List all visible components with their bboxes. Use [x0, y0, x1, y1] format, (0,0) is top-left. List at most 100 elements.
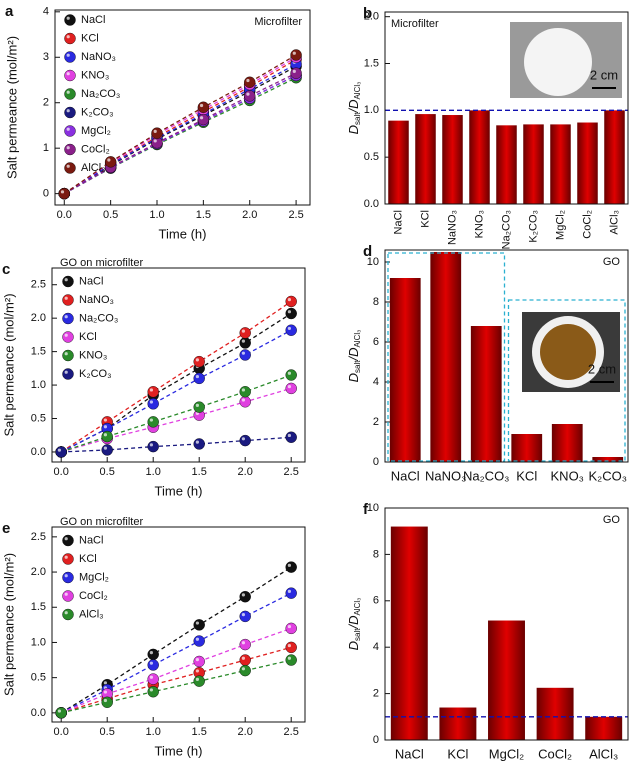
point-highlight: [64, 333, 68, 337]
y-tick-label: 3: [43, 51, 49, 63]
y-tick-label: 1.5: [31, 601, 46, 613]
x-tick-label: KCl: [419, 210, 431, 228]
y-axis-label-sub: salt: [353, 628, 362, 641]
point-highlight: [153, 139, 157, 143]
y-tick-label: 1.5: [364, 57, 379, 69]
point-highlight: [149, 400, 153, 404]
legend-label: Na₂CO₃: [79, 312, 118, 324]
data-point: [239, 434, 251, 447]
plot-frame: [384, 249, 629, 463]
y-tick-label: 0: [373, 456, 379, 468]
point-highlight: [64, 555, 68, 559]
data-point: [285, 307, 297, 320]
group-box: [507, 299, 626, 462]
legend-marker: [64, 14, 76, 26]
data-point: [197, 113, 210, 126]
x-tick-label: KNO₃: [551, 468, 584, 483]
y-tick-label: 2.0: [31, 312, 46, 324]
bar: [523, 124, 544, 204]
y-tick-label: 1.0: [31, 636, 46, 648]
y-axis-label-part: D: [346, 641, 361, 650]
bar: [592, 457, 624, 462]
series-line: [60, 329, 292, 453]
plot-frame: [54, 9, 311, 206]
point-highlight: [292, 69, 296, 73]
data-point: [147, 386, 159, 398]
panel-letter: e: [2, 520, 10, 537]
legend-marker: [64, 32, 76, 45]
legend-label: CoCl₂: [79, 590, 108, 602]
legend-label: K₂CO₃: [79, 368, 112, 380]
annotation: Microfilter: [254, 16, 302, 28]
point-highlight: [149, 675, 153, 679]
y-axis-label-part: /D: [346, 348, 361, 362]
legend-marker: [62, 553, 74, 565]
point-highlight: [64, 574, 68, 578]
x-tick-label: 2.0: [242, 209, 257, 221]
point-highlight: [149, 661, 153, 665]
legend-marker: [62, 368, 74, 380]
y-axis-label-part: D: [346, 125, 361, 134]
annotation: GO: [603, 256, 621, 268]
inset-disc: [540, 324, 596, 380]
annotation: GO: [603, 514, 621, 526]
x-tick-label: 1.5: [192, 726, 207, 738]
data-point: [290, 67, 302, 79]
data-point: [239, 638, 251, 651]
point-highlight: [149, 388, 153, 392]
x-tick-label: Na₂CO₃: [463, 468, 509, 483]
group-box: [387, 252, 506, 462]
x-tick-label: 1.0: [146, 726, 161, 738]
data-point: [151, 127, 163, 139]
x-tick-label: NaNO₃: [425, 468, 466, 483]
x-tick-label: NaNO₃: [446, 210, 458, 245]
x-tick-label: NaCl: [395, 746, 424, 761]
data-point: [285, 324, 297, 336]
y-tick-label: 1.0: [31, 379, 46, 391]
y-tick-label: 0: [43, 188, 49, 200]
legend-label: NaNO₃: [79, 294, 114, 306]
point-highlight: [66, 53, 70, 57]
bar: [551, 424, 583, 462]
y-tick-label: 2.0: [364, 11, 379, 23]
data-point: [147, 416, 159, 428]
point-highlight: [241, 388, 245, 392]
y-axis-label-sub: salt: [353, 112, 362, 125]
point-highlight: [66, 90, 70, 94]
data-point: [147, 686, 159, 698]
data-point: [193, 675, 205, 687]
inset-disc: [524, 28, 592, 96]
point-highlight: [64, 592, 68, 596]
point-highlight: [195, 637, 199, 641]
point-highlight: [199, 103, 204, 108]
point-highlight: [64, 296, 68, 300]
series-line: [61, 387, 292, 453]
data-point: [101, 430, 113, 443]
y-axis-label: Salt permeance (mol/m²): [4, 36, 19, 179]
legend-label: NaCl: [81, 14, 105, 26]
point-highlight: [103, 433, 107, 437]
y-tick-label: 0: [373, 734, 379, 746]
point-highlight: [66, 72, 70, 76]
data-point: [239, 590, 251, 603]
y-tick-label: 0.5: [31, 672, 46, 684]
series-line: [63, 54, 297, 195]
y-tick-label: 8: [373, 548, 379, 560]
y-tick-label: 8: [373, 296, 379, 308]
data-point: [101, 696, 113, 708]
annotation: Microfilter: [391, 18, 439, 30]
y-tick-label: 0.0: [364, 198, 379, 210]
y-tick-label: 2.0: [31, 566, 46, 578]
point-highlight: [195, 669, 199, 673]
point-highlight: [103, 446, 107, 450]
point-highlight: [241, 667, 245, 671]
data-point: [193, 372, 205, 385]
data-point: [147, 440, 159, 453]
data-point: [285, 431, 297, 443]
point-highlight: [64, 537, 68, 541]
y-tick-label: 4: [373, 376, 379, 388]
data-point: [239, 654, 251, 666]
bar: [388, 120, 409, 204]
bar: [604, 110, 625, 204]
